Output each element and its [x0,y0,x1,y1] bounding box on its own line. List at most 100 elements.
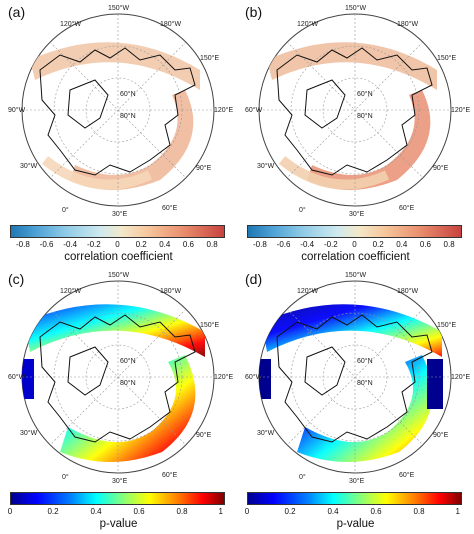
tick-label: 0 [7,507,13,516]
pvalue-swath-d [262,304,442,357]
lon-label: 120°E [214,106,233,114]
colorbar-title: correlation coefficient [64,251,173,263]
tick-label: -0.6 [276,240,291,249]
tick-label: -0.6 [39,240,54,249]
lon-label: 180°W [160,287,181,295]
lon-label: 150°W [345,4,366,12]
tick-label: 0.2 [372,240,384,249]
tick-label: 0.6 [370,507,382,516]
lon-label: 150°W [108,271,129,279]
lon-label: 90°E [196,164,212,172]
lon-label: 60°W [245,106,263,114]
lon-label: 120°E [214,373,233,381]
coastline-b [276,47,433,176]
lon-label: 120°W [60,287,81,295]
colorbar-correlation [247,225,462,238]
coastline-a [39,47,196,176]
lon-label: 120°W [60,20,81,28]
lon-label: 150°W [345,271,366,279]
polar-map-a: 150°W 120°W 180°W 150°E 90°W 120°E 30°W … [8,4,233,218]
data-swath-a-lower [70,90,194,190]
lon-label: 90°E [433,431,449,439]
lat-label: 80°N [120,112,136,120]
tick-label: 0.4 [396,240,408,249]
tick-label: 0 [244,507,250,516]
lat-label: 60°N [120,90,136,98]
colorbar-title: correlation coefficient [301,251,410,263]
panel-label: (d) [245,271,263,287]
lon-label: 150°E [437,321,456,329]
lon-label: 90°E [433,164,449,172]
tick-label: -0.4 [300,240,315,249]
colorbar-ticks: -0.8 -0.6 -0.4 -0.2 0 0.2 0.4 0.6 0.8 [10,240,225,252]
polar-map-b: 150°W 120°W 180°W 150°E 60°W 120°E 30°W … [245,4,470,218]
data-swath-a [30,42,200,90]
lon-label: 30°W [20,429,38,437]
data-swath-b [267,42,437,90]
lat-label: 60°N [120,357,136,365]
lon-label: 120°E [451,373,470,381]
lon-label: 150°W [108,4,129,12]
lon-label: 120°W [297,20,318,28]
tick-label: 0.2 [135,240,147,249]
lon-label: 30°E [112,210,128,218]
tick-label: 0.8 [206,240,218,249]
panel-label: (b) [245,4,263,20]
lon-label: 60°W [245,373,263,381]
tick-label: -0.2 [323,240,338,249]
tick-label: 0.6 [419,240,431,249]
lon-label: 60°E [162,204,178,212]
coastline-d [276,314,433,443]
lat-label: 80°N [357,112,373,120]
polar-map-c: 150°W 120°W 180°W 150°E 60°W 120°E 30°W … [8,271,233,485]
tick-label: 0.4 [159,240,171,249]
tick-label: 0.4 [90,507,102,516]
lon-label: 0° [299,473,306,481]
data-swath-b-lower [307,90,431,190]
tick-label: 0.2 [284,507,296,516]
pvalue-swath-d-lower [297,355,433,462]
lon-label: 30°E [112,477,128,485]
lon-label: 120°E [451,106,470,114]
pvalue-swath-c-lower [60,355,196,462]
lon-label: 150°E [200,321,219,329]
tick-label: 0 [115,240,120,249]
lon-label: 180°W [397,20,418,28]
lon-label: 60°E [162,471,178,479]
lon-label: 30°W [257,162,275,170]
lon-label: 90°W [8,106,26,114]
coastline-c [39,314,196,443]
lat-label: 60°N [357,357,373,365]
lon-label: 120°W [297,287,318,295]
lon-label: 0° [62,206,69,214]
tick-label: 0.8 [443,240,455,249]
tick-label: 0.8 [176,507,188,516]
colorbar-title: p-value [336,518,375,530]
panel-d: 150°W 120°W 180°W 150°E 60°W 120°E 30°W … [237,267,474,534]
lon-label: 180°W [160,20,181,28]
panel-a: 150°W 120°W 180°W 150°E 90°W 120°E 30°W … [0,0,237,267]
lon-label: 0° [62,473,69,481]
lon-label: 180°W [397,287,418,295]
colorbar-pvalue [247,492,462,505]
tick-label: 0.6 [182,240,194,249]
panel-b: 150°W 120°W 180°W 150°E 60°W 120°E 30°W … [237,0,474,267]
lon-label: 0° [299,206,306,214]
tick-label: 0 [352,240,357,249]
panel-label: (c) [8,271,25,287]
tick-label: -0.2 [86,240,101,249]
lon-label: 150°E [437,54,456,62]
panel-c: 150°W 120°W 180°W 150°E 60°W 120°E 30°W … [0,267,237,534]
polar-map-d: 150°W 120°W 180°W 150°E 60°W 120°E 30°W … [245,271,470,485]
pvalue-swath-c [25,304,205,357]
colorbar-pvalue [10,492,225,505]
colorbar-ticks: 0 0.2 0.4 0.6 0.8 1 [7,507,225,519]
tick-label: -0.8 [252,240,267,249]
tick-label: 0.8 [413,507,425,516]
colorbar-ticks: 0 0.2 0.4 0.6 0.8 1 [244,507,462,519]
tick-label: 0.4 [327,507,339,516]
tick-label: 1 [218,507,223,516]
tick-label: 0.6 [133,507,145,516]
tick-label: -0.4 [63,240,78,249]
tick-label: 1 [455,507,460,516]
